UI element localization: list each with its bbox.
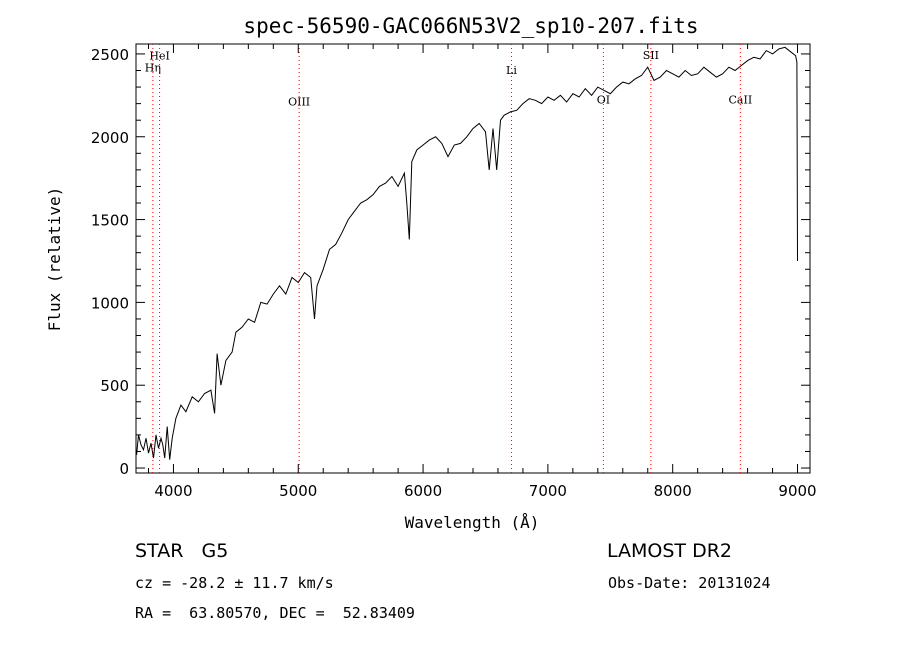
- y-tick-label: 500: [100, 377, 129, 395]
- emission-line-markers: [152, 44, 741, 473]
- x-tick-label: 5000: [279, 482, 317, 500]
- object-class: STAR G5: [135, 540, 229, 562]
- x-axis-label: Wavelength (Å): [405, 513, 540, 532]
- x-tick-label: 7000: [529, 482, 567, 500]
- line-label-hη: Hη: [145, 61, 161, 74]
- axis-tick-labels: 4000 5000 6000 7000 8000 9000 0 500 1000 1500 2000…: [91, 46, 817, 500]
- line-label-sii: SII: [643, 49, 659, 62]
- y-axis-label: Flux (relative): [45, 187, 64, 332]
- redshift-velocity: cz = -28.2 ± 11.7 km/s: [135, 574, 334, 592]
- spectrum-line: [136, 46, 798, 460]
- x-tick-label: 6000: [404, 482, 442, 500]
- line-label-oiii: OIII: [288, 95, 310, 108]
- x-tick-label: 9000: [778, 482, 816, 500]
- line-label-hei: HeI: [149, 50, 169, 63]
- y-tick-label: 1000: [91, 294, 129, 312]
- axis-ticks: [136, 44, 810, 473]
- x-tick-label: 8000: [654, 482, 692, 500]
- y-tick-label: 1500: [91, 212, 129, 230]
- y-tick-label: 2000: [91, 129, 129, 147]
- observation-date: Obs-Date: 20131024: [608, 574, 771, 592]
- y-tick-label: 0: [119, 460, 129, 478]
- chart-title: spec-56590-GAC066N53V2_sp10-207.fits: [243, 14, 698, 38]
- y-tick-label: 2500: [91, 46, 129, 64]
- sky-coordinates: RA = 63.80570, DEC = 52.83409: [135, 604, 415, 622]
- x-tick-label: 4000: [154, 482, 192, 500]
- line-label-li: Li: [506, 64, 517, 77]
- plot-frame: [135, 43, 811, 474]
- line-label-oi: OI: [597, 94, 610, 107]
- line-label-caii: CaII: [729, 94, 753, 107]
- survey-name: LAMOST DR2: [607, 540, 732, 562]
